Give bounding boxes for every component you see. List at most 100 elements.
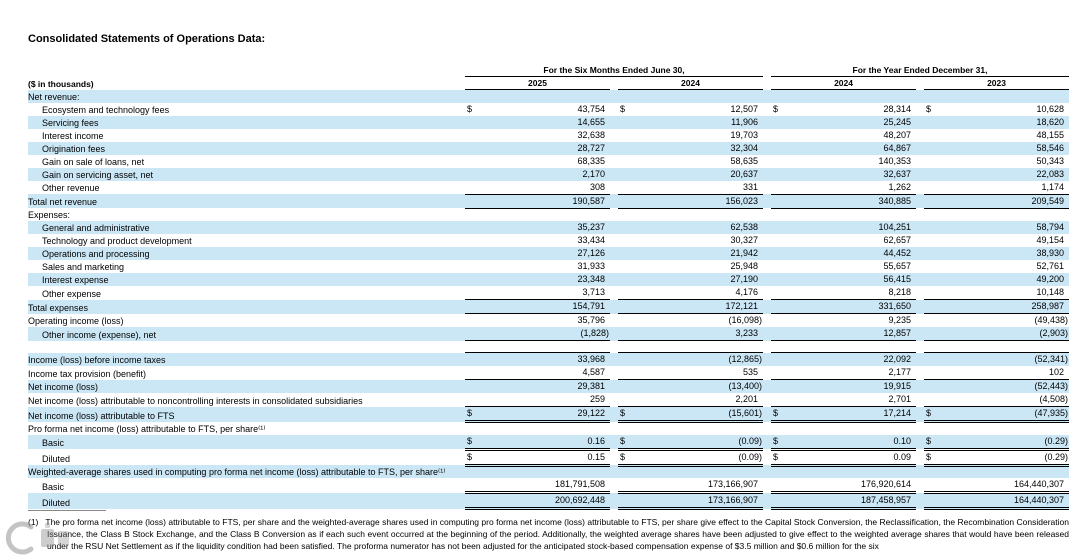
value-cell: 2,701 <box>771 393 917 407</box>
cell-value: 25,948 <box>730 261 759 271</box>
cell-value: 2,177 <box>888 367 912 377</box>
table-row: Diluted 200,692,448 173,166,907 187,458,957… <box>28 492 1070 510</box>
cell-value: 58,635 <box>730 155 759 166</box>
cell-value: 164,440,307 <box>1013 479 1065 489</box>
value-cell: 173,166,907 <box>618 478 764 494</box>
spanner-spacer <box>28 64 457 77</box>
column-gap <box>610 247 618 260</box>
value-cell: 55,657 <box>771 260 916 273</box>
value-cell: 62,657 <box>771 234 916 247</box>
dollar-sign: $ <box>773 408 779 418</box>
value-cell <box>465 465 610 478</box>
column-gap <box>916 234 924 247</box>
cell-value: 0.09 <box>893 451 912 462</box>
value-cell: 176,920,614 <box>771 478 917 494</box>
column-gap <box>610 492 618 509</box>
value-cell: $43,754 <box>465 103 610 116</box>
value-cell: 22,083 <box>924 167 1070 181</box>
value-cell: 9,235 <box>771 314 916 328</box>
column-gap <box>763 103 771 116</box>
column-gap <box>457 260 465 273</box>
row-label: Gain on sale of loans, net <box>42 156 145 167</box>
cell-value: 32,637 <box>883 168 912 179</box>
cell-value: 258,987 <box>1031 301 1065 311</box>
value-cell: 308 <box>465 180 610 195</box>
column-gap <box>916 465 925 478</box>
column-gap <box>457 273 465 286</box>
cell-value: 38,930 <box>1036 248 1065 258</box>
column-gap <box>916 327 925 341</box>
cell-value: 64,867 <box>883 142 912 153</box>
value-cell: 200,692,448 <box>465 492 610 510</box>
column-gap <box>763 341 771 353</box>
value-cell: 33,434 <box>465 234 610 247</box>
value-cell: 25,245 <box>771 115 917 129</box>
cell-value: 4,587 <box>582 367 605 377</box>
column-gap <box>763 234 771 247</box>
value-cell: 258,987 <box>924 299 1070 314</box>
value-cell: 8,218 <box>771 286 917 300</box>
column-gap <box>916 208 924 221</box>
column-gap <box>610 314 618 328</box>
value-cell <box>924 89 1070 103</box>
value-cell: 172,121 <box>618 299 764 314</box>
column-gap <box>916 273 925 286</box>
value-cell: 156,023 <box>618 194 764 209</box>
cell-value: 33,434 <box>577 235 605 245</box>
column-gap <box>610 341 618 353</box>
column-gap <box>610 221 618 234</box>
value-cell: 38,930 <box>924 247 1070 260</box>
year-col-2024-six-months: 2024 <box>618 76 764 90</box>
column-gap <box>610 208 618 221</box>
cell-value: 31,933 <box>577 261 605 271</box>
value-cell: $ (0.09) <box>618 434 764 451</box>
table-row: Net income (loss) 29,381 (13,400) 19,915 (52… <box>28 379 1070 393</box>
row-label: Operations and processing <box>28 247 457 260</box>
year-col-2023-annual: 2023 <box>924 76 1070 90</box>
column-gap <box>457 77 465 90</box>
row-label: Other expense <box>42 288 102 299</box>
value-cell: 331,650 <box>771 299 917 314</box>
column-gap <box>457 221 465 234</box>
column-gap <box>610 260 618 273</box>
cell-value: 200,692,448 <box>554 495 605 505</box>
value-cell <box>618 422 763 435</box>
row-label: Expenses: <box>28 210 71 220</box>
column-gap <box>916 478 924 493</box>
cell-value: 49,200 <box>1036 274 1065 284</box>
column-gap <box>457 234 465 247</box>
dollar-sign: $ <box>467 103 473 114</box>
value-cell: 3,233 <box>618 327 764 341</box>
cell-value: 2,701 <box>888 394 912 404</box>
cell-value: 29,381 <box>577 381 605 391</box>
value-cell: 48,155 <box>924 129 1069 142</box>
value-cell: $0.15 <box>465 449 610 467</box>
value-cell: $0.09 <box>771 449 917 467</box>
cell-value: (13,400) <box>728 381 763 391</box>
header-spanner-row: For the Six Months Ended June 30, For th… <box>28 64 1070 77</box>
value-cell: 32,638 <box>465 129 610 142</box>
value-cell: 154,791 <box>465 299 610 314</box>
cell-value: 340,885 <box>878 195 912 206</box>
value-cell: $ (15,601) <box>618 406 764 423</box>
cell-value: 19,915 <box>883 381 912 391</box>
cell-value: 156,023 <box>725 195 759 206</box>
column-gap <box>916 449 924 465</box>
units-header: ($ in thousands) <box>28 78 94 89</box>
table-row <box>28 341 1069 353</box>
column-gap <box>763 434 772 449</box>
table-row: Operations and processing 27,126 21,942 44,… <box>28 247 1070 260</box>
value-cell: 12,857 <box>771 327 917 341</box>
value-cell: 58,546 <box>924 141 1070 155</box>
cell-value: (0.29) <box>1044 451 1069 462</box>
value-cell: 259 <box>465 393 610 407</box>
column-gap <box>916 103 924 116</box>
cell-value: 58,794 <box>1036 222 1065 232</box>
value-cell: 68,335 <box>465 155 610 168</box>
column-gap <box>916 422 924 435</box>
cell-value: 176,920,614 <box>860 479 912 489</box>
value-cell: 173,166,907 <box>618 492 764 510</box>
table-row: Other revenue 308 331 1,262 1,174 <box>28 180 1070 195</box>
value-cell: 104,251 <box>771 221 917 234</box>
value-cell: $10,628 <box>924 103 1069 116</box>
